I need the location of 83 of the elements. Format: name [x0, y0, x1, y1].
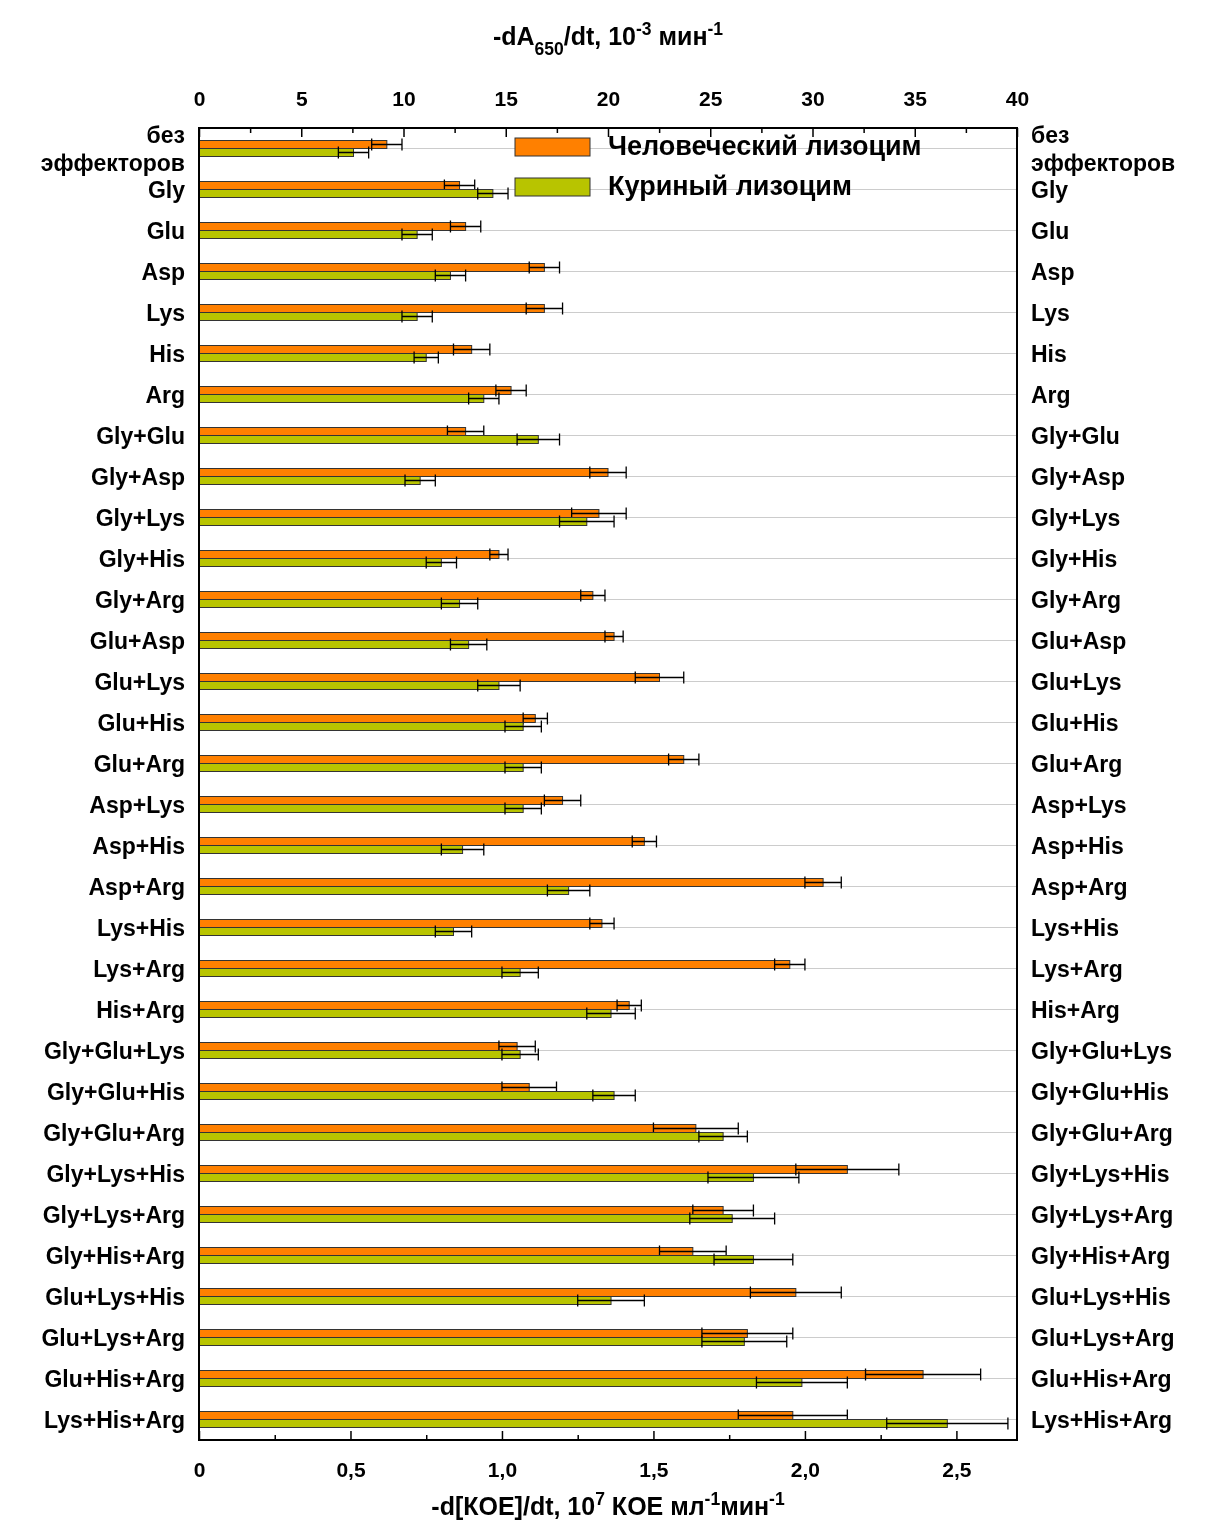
y-tick-label: Asp	[1031, 258, 1075, 285]
x-tick-label: 0,5	[336, 1457, 366, 1481]
y-tick-label: Gly+His+Arg	[1031, 1242, 1171, 1269]
category-label: Asp	[141, 258, 185, 285]
y-tick-label: Gly+His	[1031, 545, 1118, 572]
x-tick-label: 0	[193, 1457, 206, 1481]
category-label: Asp+His	[92, 832, 185, 859]
category-label: Gly+Glu+Arg	[43, 1119, 185, 1146]
y-tick-label: Gly	[1031, 176, 1069, 203]
category-label: Asp+Arg	[88, 873, 185, 900]
y-tick-label: без эффекторов	[1031, 121, 1176, 176]
category-label: без эффекторов	[40, 121, 185, 176]
category-label: His	[149, 340, 185, 367]
x2-tick-label: 30	[801, 87, 825, 111]
y-tick-label: Gly+Glu+Arg	[1031, 1119, 1173, 1146]
legend-label: Человеческий лизоцим	[608, 131, 922, 161]
y-tick-label: Glu+Arg	[1031, 750, 1123, 777]
category-label: Glu+His+Arg	[44, 1365, 185, 1392]
y-tick-label: Glu+Lys+Arg	[1031, 1324, 1175, 1351]
category-label: Glu	[146, 217, 185, 244]
category-label: Gly+Glu+His	[46, 1078, 185, 1105]
category-label: Gly+His	[98, 545, 185, 572]
category-label: Glu+His	[97, 709, 185, 736]
y-tick-label: Glu+Lys+His	[1031, 1283, 1171, 1310]
x2-tick-label: 25	[699, 87, 723, 111]
category-label: Glu+Asp	[89, 627, 185, 654]
y-tick-label: Gly+Lys	[1031, 504, 1121, 531]
category-label: His+Arg	[96, 996, 185, 1023]
x-tick-label: 1,5	[639, 1457, 669, 1481]
category-label: Gly+Arg	[94, 586, 185, 613]
legend-label: Куриный лизоцим	[608, 171, 852, 201]
category-label: Lys+Arg	[93, 955, 185, 982]
y-tick-label: Glu+His+Arg	[1031, 1365, 1172, 1392]
x2-tick-label: 5	[295, 87, 308, 111]
category-label: Gly+His+Arg	[45, 1242, 185, 1269]
y-tick-label: Glu	[1031, 217, 1070, 244]
category-label: Gly+Lys+His	[46, 1160, 185, 1187]
y-tick-label: Arg	[1031, 381, 1071, 408]
category-label: Asp+Lys	[89, 791, 185, 818]
category-label: Lys+His+Arg	[43, 1406, 185, 1433]
category-label: Gly+Lys+Arg	[42, 1201, 185, 1228]
category-label: Gly+Glu+Lys	[43, 1037, 185, 1064]
x2-axis-title: -dA$_{650}$/dt, 10$^{-3}$ мин$^{-1}$	[492, 19, 724, 59]
y-tick-label: Gly+Glu	[1031, 422, 1120, 449]
x2-tick-label: 35	[903, 87, 928, 111]
x2-tick-label: 40	[1005, 87, 1030, 111]
category-label: Glu+Lys+His	[45, 1283, 185, 1310]
y-tick-label: Glu+Asp	[1031, 627, 1127, 654]
y-tick-label: Lys+Arg	[1031, 955, 1123, 982]
y-tick-label: Gly+Glu+Lys	[1031, 1037, 1173, 1064]
y-tick-label: Glu+Lys	[1031, 668, 1122, 695]
y-tick-label: Lys	[1031, 299, 1070, 326]
category-label: Lys+His	[96, 914, 185, 941]
y-tick-label: Lys+His	[1031, 914, 1120, 941]
y-tick-label: Gly+Arg	[1031, 586, 1122, 613]
category-label: Glu+Lys+Arg	[41, 1324, 185, 1351]
x2-tick-label: 10	[392, 87, 416, 111]
y-tick-label: Asp+Lys	[1031, 791, 1127, 818]
y-tick-label: Gly+Lys+Arg	[1031, 1201, 1174, 1228]
x-axis-title: -d[КОЕ]/dt, 10$^{7}$ КОЕ мл$^{-1}$мин$^{-1}$	[431, 1489, 785, 1520]
category-label: Arg	[145, 381, 185, 408]
x-tick-label: 2,0	[790, 1457, 821, 1481]
x2-tick-label: 20	[596, 87, 621, 111]
y-tick-label: His+Arg	[1031, 996, 1120, 1023]
x2-tick-label: 0	[193, 87, 206, 111]
y-tick-label: Gly+Lys+His	[1031, 1160, 1170, 1187]
y-tick-label: His	[1031, 340, 1067, 367]
category-label: Gly	[147, 176, 185, 203]
category-label: Lys	[146, 299, 185, 326]
x-tick-label: 1,0	[487, 1457, 518, 1481]
y-tick-label: Gly+Glu+His	[1031, 1078, 1170, 1105]
x-tick-label: 2,5	[942, 1457, 972, 1481]
category-label: Gly+Asp	[91, 463, 185, 490]
category-label: Gly+Lys	[95, 504, 185, 531]
category-label: Gly+Glu	[96, 422, 185, 449]
y-tick-label: Lys+His+Arg	[1031, 1406, 1173, 1433]
category-label: Glu+Lys	[94, 668, 185, 695]
y-tick-label: Glu+His	[1031, 709, 1119, 736]
category-label: Glu+Arg	[93, 750, 185, 777]
y-tick-label: Asp+Arg	[1031, 873, 1128, 900]
y-tick-label: Asp+His	[1031, 832, 1124, 859]
x2-tick-label: 15	[494, 87, 519, 111]
y-tick-label: Gly+Asp	[1031, 463, 1125, 490]
